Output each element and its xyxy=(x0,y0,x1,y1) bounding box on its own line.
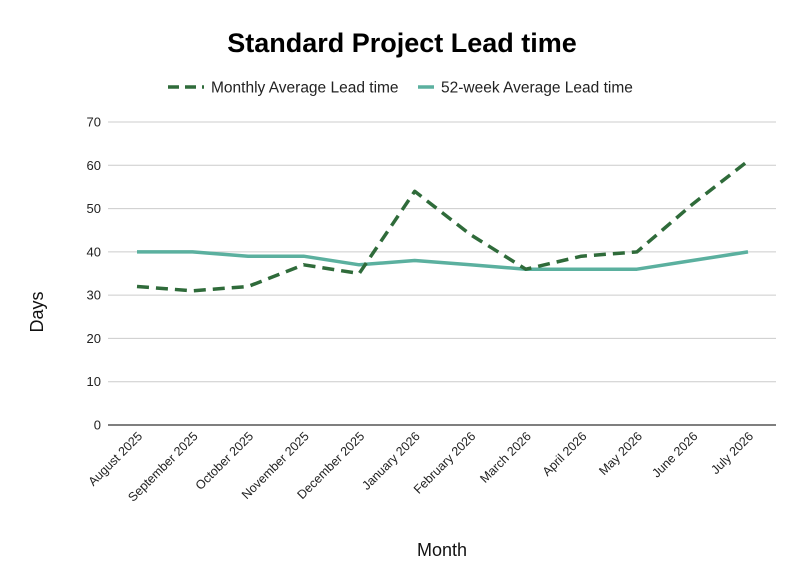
y-tick-label: 40 xyxy=(87,244,101,259)
y-tick-label: 70 xyxy=(87,115,101,130)
y-tick-label: 20 xyxy=(87,331,101,346)
x-tick-label: June 2026 xyxy=(649,429,700,480)
y-axis-label: Days xyxy=(27,291,47,332)
chart-title: Standard Project Lead time xyxy=(227,28,577,58)
gridlines xyxy=(108,121,776,426)
y-tick-label: 50 xyxy=(87,201,101,216)
x-tick-label: July 2026 xyxy=(708,429,756,477)
x-tick-label: August 2025 xyxy=(86,429,146,489)
y-tick-label: 10 xyxy=(87,374,101,389)
x-axis-label: Month xyxy=(417,540,467,560)
x-tick-label: May 2026 xyxy=(596,429,645,478)
legend-label: Monthly Average Lead time xyxy=(211,80,399,97)
x-tick-label: March 2026 xyxy=(477,429,534,486)
legend-label: 52-week Average Lead time xyxy=(441,80,633,97)
legend: Monthly Average Lead time 52-week Average… xyxy=(168,80,633,97)
series-line-52-week xyxy=(137,250,749,271)
series-line-monthly xyxy=(136,159,750,293)
y-tick-label: 30 xyxy=(87,288,101,303)
y-tick-label: 60 xyxy=(87,158,101,173)
y-axis-ticks: 0 10 20 30 40 50 60 70 xyxy=(87,115,101,433)
x-tick-label: April 2026 xyxy=(540,429,590,479)
y-tick-label: 0 xyxy=(94,418,101,433)
series-lines xyxy=(136,159,750,293)
